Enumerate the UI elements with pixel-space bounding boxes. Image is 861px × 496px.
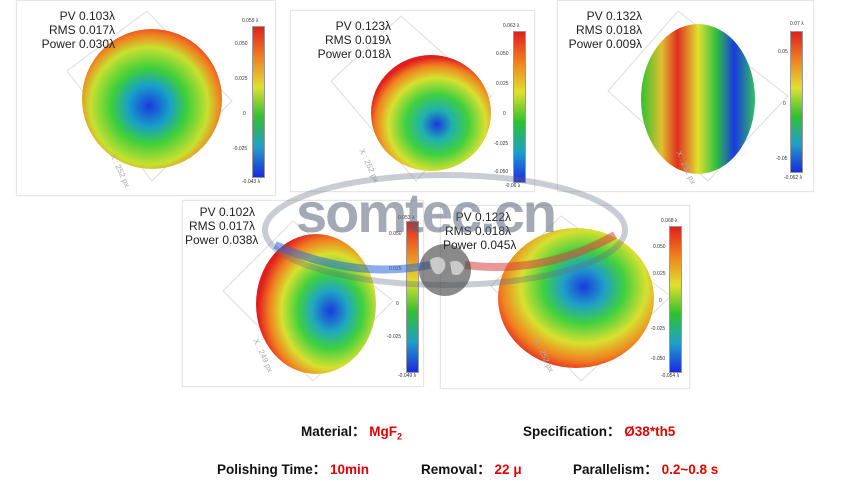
colorbar-min-label: -0.062 λ xyxy=(784,175,803,181)
power-value: Power 0.009λ xyxy=(568,37,642,51)
colorbar-tick: 0.025 xyxy=(389,266,402,272)
rms-value: RMS 0.017λ xyxy=(188,219,255,233)
pv-value: PV 0.132λ xyxy=(586,9,642,23)
specification-info: Specification： Ø38*th5 xyxy=(523,420,675,440)
polishing-info: Polishing Time： 10min xyxy=(217,458,369,478)
interferogram-panel-4: PV 0.102λ RMS 0.017λ Power 0.038λ 0.053 … xyxy=(182,200,424,387)
colorbar-tick: -0.050 xyxy=(651,356,666,362)
interferogram-panel-1: PV 0.103λ RMS 0.017λ Power 0.030λ 0.059 … xyxy=(16,0,276,196)
interferogram-panel-2: PV 0.123λ RMS 0.019λ Power 0.018λ 0.063 … xyxy=(290,10,535,192)
power-value: Power 0.018λ xyxy=(317,47,391,61)
spec-label: Specification： xyxy=(523,424,621,439)
colorbar-tick: 0.05 xyxy=(778,49,788,55)
colorbar-tick: 0 xyxy=(503,111,506,117)
colorbar-tick: 0.025 xyxy=(235,76,248,82)
colorbar-max-label: 0.053 λ xyxy=(398,215,415,221)
removal-value: 22 μ xyxy=(494,462,522,477)
surface-map-1 xyxy=(66,10,233,182)
pv-value: PV 0.102λ xyxy=(199,205,255,219)
colorbar-tick: 0 xyxy=(783,101,786,107)
rms-value: RMS 0.018λ xyxy=(575,23,642,37)
colorbar-min-label: -0.06 λ xyxy=(505,183,521,189)
pv-value: PV 0.122λ xyxy=(455,210,511,224)
colorbar-max-label: 0.059 λ xyxy=(242,18,259,24)
colorbar-min-label: -0.049 λ xyxy=(398,373,417,379)
material-subscript: 2 xyxy=(397,431,403,442)
power-value: Power 0.038λ xyxy=(185,233,259,247)
colorbar-tick: 0 xyxy=(243,111,246,117)
colorbar-tick: -0.025 xyxy=(651,326,666,332)
removal-label: Removal： xyxy=(421,462,491,477)
colorbar-max-label: 0.063 λ xyxy=(503,23,520,29)
parallel-label: Parallelism： xyxy=(573,462,658,477)
colorbar-max-label: 0.068 λ xyxy=(661,218,678,224)
colorbar-tick: 0.025 xyxy=(496,81,509,87)
parallelism-info: Parallelism： 0.2~0.8 s xyxy=(573,458,718,478)
colorbar xyxy=(790,31,803,173)
rms-value: RMS 0.019λ xyxy=(324,33,391,47)
colorbar-tick: -0.050 xyxy=(494,169,509,175)
colorbar-tick: -0.025 xyxy=(494,141,509,147)
colorbar-tick: -0.025 xyxy=(387,334,402,340)
colorbar xyxy=(669,226,682,373)
pv-value: PV 0.123λ xyxy=(335,19,391,33)
material-label: Material： xyxy=(301,424,366,439)
colorbar-max-label: 0.07 λ xyxy=(790,21,804,27)
colorbar-tick: 0 xyxy=(396,301,399,307)
colorbar-tick: -0.025 xyxy=(233,146,248,152)
material-value: MgF xyxy=(369,424,398,439)
colorbar-min-label: -0.054 λ xyxy=(661,373,680,379)
material-info: Material： MgF2 xyxy=(301,420,402,442)
removal-info: Removal： 22 μ xyxy=(421,458,522,478)
surface-map-3 xyxy=(607,10,789,182)
polish-value: 10min xyxy=(330,462,370,477)
colorbar-tick: 0.050 xyxy=(389,231,402,237)
colorbar xyxy=(513,31,526,183)
power-value: Power 0.030λ xyxy=(41,37,115,51)
colorbar-min-label: -0.043 λ xyxy=(242,179,261,185)
surface-map-2 xyxy=(330,15,492,182)
colorbar-tick: -0.05 xyxy=(776,156,788,162)
parallel-value: 0.2~0.8 s xyxy=(661,462,719,477)
polish-label: Polishing Time： xyxy=(217,462,327,477)
colorbar xyxy=(252,26,265,178)
colorbar-tick: 0.050 xyxy=(235,41,248,47)
watermark-text: somtec.cn xyxy=(296,181,557,244)
spec-value: Ø38*th5 xyxy=(624,424,676,439)
interferogram-panel-3: PV 0.132λ RMS 0.018λ Power 0.009λ 0.07 λ… xyxy=(557,0,814,192)
colorbar-tick: 0.050 xyxy=(653,244,666,250)
rms-value: RMS 0.017λ xyxy=(48,23,115,37)
pv-value: PV 0.103λ xyxy=(59,9,115,23)
colorbar-tick: 0.050 xyxy=(496,51,509,57)
colorbar-tick: 0.025 xyxy=(653,271,666,277)
colorbar-tick: 0 xyxy=(659,298,662,304)
